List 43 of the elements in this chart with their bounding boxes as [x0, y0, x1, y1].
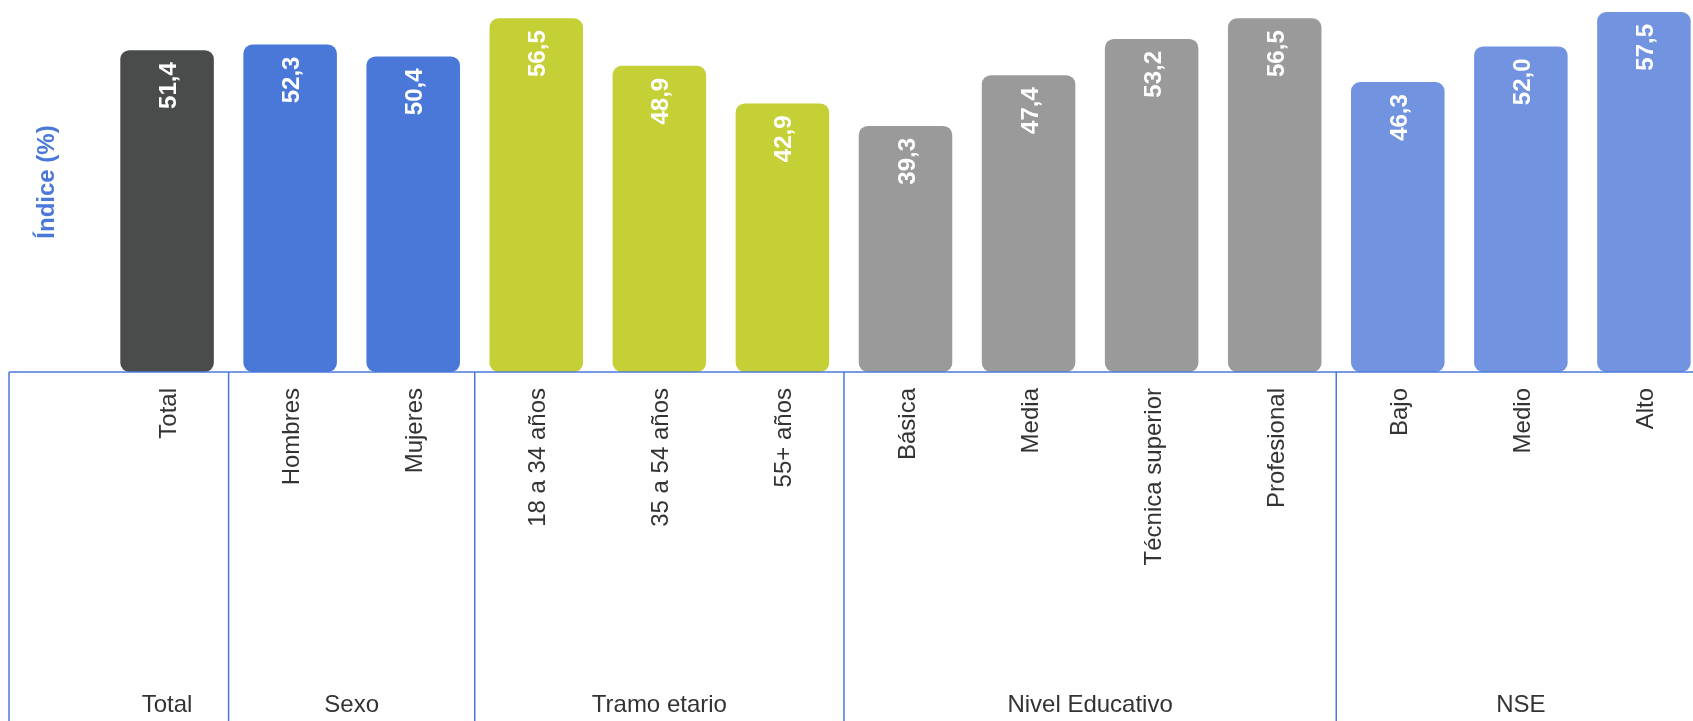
x-tick-label: 18 a 34 años [523, 388, 551, 527]
x-tick-label: 55+ años [769, 388, 797, 488]
bar [1351, 82, 1445, 372]
data-label: 42,9 [769, 115, 797, 163]
data-label: 48,9 [646, 77, 674, 125]
data-label: 47,4 [1015, 86, 1043, 134]
x-tick-label: Profesional [1261, 388, 1289, 509]
x-tick-label: Hombres [277, 388, 305, 486]
bar [981, 75, 1076, 372]
text: Nivel Educativo [1007, 690, 1173, 717]
x-tick-label: Media [1015, 387, 1043, 454]
text: Tramo etario [591, 690, 727, 717]
data-label: 51,4 [154, 61, 182, 109]
data-label: 53,2 [1138, 50, 1166, 98]
bar [1104, 38, 1199, 372]
x-tick-label: Total [154, 388, 182, 439]
data-label: 39,3 [892, 137, 920, 185]
data-label: 56,5 [523, 30, 551, 77]
x-tick-label: Mujeres [400, 388, 428, 474]
x-tick-label: Bajo [1384, 388, 1412, 437]
bar [1474, 46, 1568, 372]
data-label: 52,0 [1507, 58, 1535, 106]
y-axis-title: Índice (%) [32, 125, 59, 239]
data-label: 57,5 [1630, 24, 1658, 71]
x-tick-label: Alto [1630, 388, 1658, 430]
data-label: 46,3 [1384, 94, 1412, 141]
bar [612, 65, 707, 372]
bar [735, 103, 830, 372]
text: Sexo [324, 690, 380, 717]
text: NSE [1496, 690, 1546, 717]
bar [120, 50, 214, 372]
data-label: 50,4 [400, 67, 428, 116]
x-tick-label: Medio [1507, 388, 1535, 454]
x-tick-label: 35 a 54 años [646, 388, 674, 527]
data-label: 52,3 [277, 56, 305, 104]
bar [1227, 18, 1322, 372]
bar [1597, 12, 1691, 372]
x-tick-label: Básica [892, 387, 920, 461]
bar [858, 125, 953, 372]
bar [489, 18, 584, 372]
x-tick-label: Técnica superior [1138, 388, 1166, 566]
text: Total [141, 690, 193, 717]
data-label: 56,5 [1261, 30, 1289, 77]
